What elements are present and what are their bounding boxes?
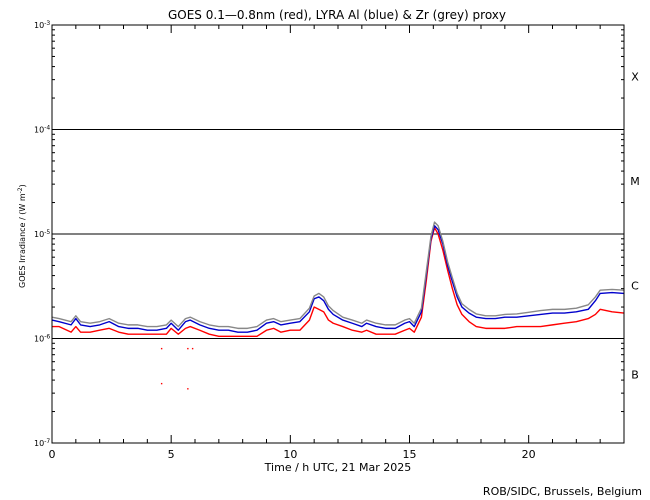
credit-text: ROB/SIDC, Brussels, Belgium bbox=[483, 485, 642, 498]
outlier-point-4 bbox=[191, 347, 194, 350]
outlier-point-0 bbox=[160, 347, 163, 350]
series-layer bbox=[51, 221, 625, 337]
flare-class-labels: X M C B bbox=[630, 71, 640, 382]
y-axis-label-close: ) bbox=[18, 184, 27, 187]
flare-class-label-x: X bbox=[631, 71, 639, 84]
x-tick-label-2: 10 bbox=[283, 448, 297, 461]
series-line-0 bbox=[52, 226, 625, 337]
x-axis-label: Time / h UTC, 21 Mar 2025 bbox=[264, 461, 412, 474]
y-axis-label-exponent: -2 bbox=[17, 187, 24, 193]
y-axis-ticks: 10-7 10-6 10-5 10-4 10-3 bbox=[34, 20, 624, 448]
y-tick-label-0: 10-7 bbox=[34, 438, 50, 448]
x-tick-label-1: 5 bbox=[168, 448, 175, 461]
x-tick-label-3: 15 bbox=[403, 448, 417, 461]
y-tick-label-3: 10-4 bbox=[34, 125, 50, 135]
flare-class-label-m: M bbox=[630, 175, 640, 188]
outlier-points bbox=[160, 347, 194, 390]
flare-class-reference-lines bbox=[52, 129, 624, 339]
series-line-2 bbox=[51, 221, 625, 330]
outlier-point-1 bbox=[160, 382, 163, 385]
flare-class-label-b: B bbox=[631, 369, 639, 382]
x-axis-ticks: 0 5 10 15 20 bbox=[49, 25, 625, 461]
y-axis-label-main: GOES Irradiance / (W m bbox=[18, 193, 27, 288]
x-tick-label-0: 0 bbox=[49, 448, 56, 461]
flare-class-label-c: C bbox=[631, 280, 639, 293]
y-tick-label-4: 10-3 bbox=[34, 20, 50, 30]
y-axis-label: GOES Irradiance / (W m-2) bbox=[17, 184, 27, 288]
chart-title: GOES 0.1—0.8nm (red), LYRA Al (blue) & Z… bbox=[168, 8, 506, 22]
y-tick-label-2: 10-5 bbox=[34, 229, 50, 239]
outlier-point-2 bbox=[187, 347, 189, 350]
series-line-1 bbox=[51, 225, 625, 333]
outlier-point-3 bbox=[187, 388, 189, 390]
x-tick-label-4: 20 bbox=[522, 448, 536, 461]
y-tick-label-1: 10-6 bbox=[34, 334, 50, 344]
